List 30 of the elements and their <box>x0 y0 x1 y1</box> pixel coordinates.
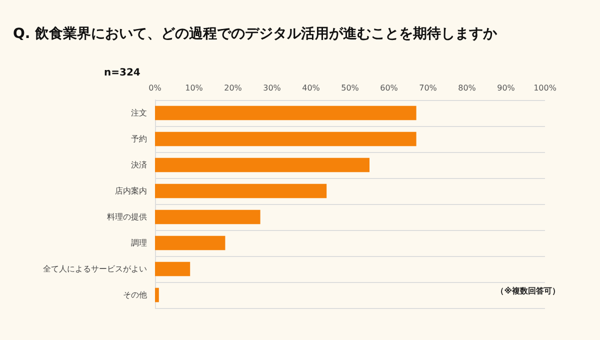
y-tick-label: 決済 <box>131 160 147 170</box>
x-tick-label: 30% <box>263 84 282 92</box>
x-tick-label: 40% <box>302 84 320 92</box>
y-tick-label: 予約 <box>131 134 147 144</box>
bar <box>155 106 416 120</box>
text: n=324 <box>104 68 140 78</box>
y-tick-label: その他 <box>123 290 147 300</box>
bar <box>155 236 226 250</box>
x-tick-label: 20% <box>224 84 242 92</box>
bar <box>155 132 416 146</box>
y-tick-label: 調理 <box>131 238 147 248</box>
x-tick-label: 90% <box>497 84 516 92</box>
bar <box>155 158 370 172</box>
y-tick-label: 料理の提供 <box>107 212 147 222</box>
y-tick-label: 注文 <box>131 108 147 118</box>
chart-title: Q. 飲食業界において、どの過程でのデジタル活用が進むことを期待しますか <box>13 26 498 42</box>
x-tick-label: 50% <box>341 84 360 92</box>
x-tick-label: 0% <box>148 84 162 92</box>
x-tick-label: 100% <box>534 84 557 92</box>
y-tick-label: 店内案内 <box>115 186 147 196</box>
bar <box>155 288 159 302</box>
x-tick-label: 80% <box>458 84 476 92</box>
x-tick-label: 60% <box>380 84 398 92</box>
bar <box>155 262 190 276</box>
x-tick-label: 10% <box>185 84 204 92</box>
annotation: （※複数回答可） <box>496 286 560 296</box>
bar <box>155 184 327 198</box>
y-tick-label: 全て人によるサービスがよい <box>43 264 147 274</box>
x-tick-label: 70% <box>419 84 438 92</box>
bar <box>155 210 260 224</box>
